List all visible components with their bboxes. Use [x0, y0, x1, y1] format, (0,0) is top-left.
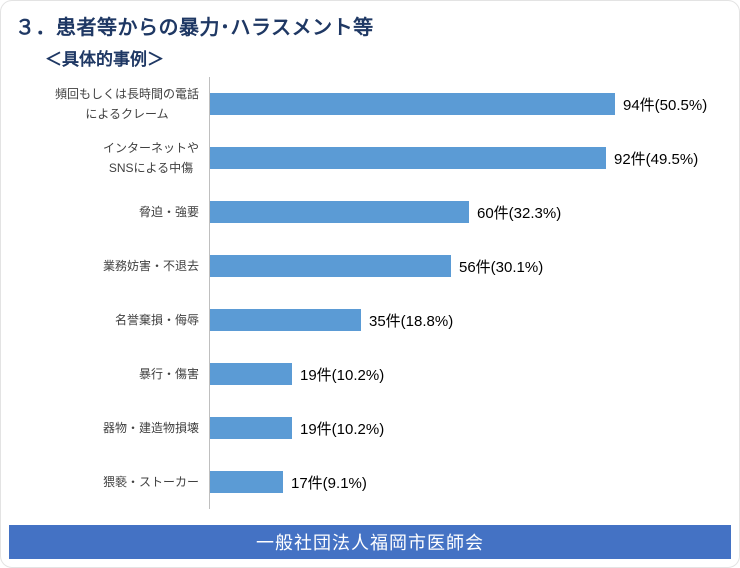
chart-rows: 頻回もしくは長時間の電話 によるクレーム 94件(50.5%) インターネットや SNS… [11, 77, 729, 509]
chart-row: 猥褻・ストーカー 17件(9.1%) [11, 455, 729, 509]
category-label: 器物・建造物損壊 [102, 420, 199, 435]
chart-row: 業務妨害・不退去 56件(30.1%) [11, 239, 729, 293]
footer-banner: 一般社団法人福岡市医師会 [9, 525, 731, 559]
value-label: 19件(10.2%) [300, 366, 385, 384]
chart-row: 暴行・傷害 19件(10.2%) [11, 347, 729, 401]
chart-row: インターネットや SNSによる中傷 92件(49.5%) [11, 131, 729, 185]
chart-subtitle: ＜具体的事例＞ [45, 50, 164, 69]
category-label: 猥褻・ストーカー [102, 474, 199, 489]
chart-row: 脅迫・強要 60件(32.3%) [11, 185, 729, 239]
category-label: インターネットや SNSによる中傷 [102, 140, 199, 175]
bar-cell: 19件(10.2%) [209, 347, 729, 401]
value-label: 60件(32.3%) [477, 204, 562, 222]
value-label: 56件(30.1%) [459, 258, 544, 276]
category-label-cell: 猥褻・ストーカー [11, 455, 209, 509]
category-label: 脅迫・強要 [138, 204, 199, 219]
category-label: 暴行・傷害 [138, 366, 199, 381]
chart-row: 器物・建造物損壊 19件(10.2%) [11, 401, 729, 455]
category-label: 頻回もしくは長時間の電話 によるクレーム [54, 86, 199, 121]
bar-cell: 60件(32.3%) [209, 185, 729, 239]
category-label-cell: 器物・建造物損壊 [11, 401, 209, 455]
bar [210, 363, 292, 385]
category-label: 名誉棄損・侮辱 [114, 312, 199, 327]
value-label: 17件(9.1%) [291, 474, 367, 492]
page-title: ３．患者等からの暴力･ハラスメント等 [15, 17, 374, 39]
bar-cell: 35件(18.8%) [209, 293, 729, 347]
chart-row: 名誉棄損・侮辱 35件(18.8%) [11, 293, 729, 347]
bar [210, 201, 469, 223]
bar-cell: 56件(30.1%) [209, 239, 729, 293]
bar-cell: 19件(10.2%) [209, 401, 729, 455]
bar [210, 93, 615, 115]
bar [210, 417, 292, 439]
bar-cell: 94件(50.5%) [209, 77, 729, 131]
category-label-cell: 頻回もしくは長時間の電話 によるクレーム [11, 77, 209, 131]
chart-row: 頻回もしくは長時間の電話 によるクレーム 94件(50.5%) [11, 77, 729, 131]
bar-cell: 92件(49.5%) [209, 131, 729, 185]
category-label-cell: 脅迫・強要 [11, 185, 209, 239]
value-label: 35件(18.8%) [369, 312, 454, 330]
category-label-cell: 名誉棄損・侮辱 [11, 293, 209, 347]
bar [210, 255, 451, 277]
category-label-cell: 業務妨害・不退去 [11, 239, 209, 293]
category-label-cell: インターネットや SNSによる中傷 [11, 131, 209, 185]
bar-chart: 頻回もしくは長時間の電話 によるクレーム 94件(50.5%) インターネットや SNS… [11, 77, 729, 511]
bar-cell: 17件(9.1%) [209, 455, 729, 509]
bar [210, 309, 361, 331]
value-label: 94件(50.5%) [623, 96, 708, 114]
bar [210, 471, 283, 493]
value-label: 92件(49.5%) [614, 150, 699, 168]
category-label-cell: 暴行・傷害 [11, 347, 209, 401]
bar [210, 147, 606, 169]
footer-text: 一般社団法人福岡市医師会 [256, 533, 484, 553]
value-label: 19件(10.2%) [300, 420, 385, 438]
category-label: 業務妨害・不退去 [102, 258, 199, 273]
